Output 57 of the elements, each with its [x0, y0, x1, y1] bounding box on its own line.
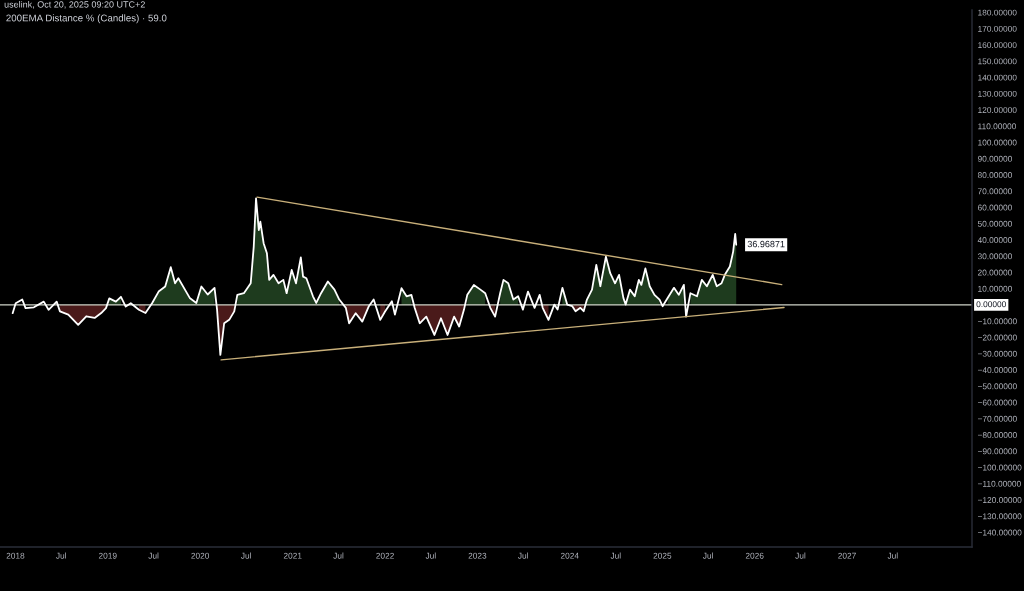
- y-tick-label: 100.00000: [978, 139, 1017, 146]
- y-tick-label: 120.00000: [978, 107, 1017, 114]
- y-tick-label: 140.00000: [978, 74, 1017, 81]
- x-tick-label: 2020: [191, 552, 210, 559]
- annotation: 36.96871: [747, 240, 785, 248]
- y-tick-label: 70.00000: [977, 188, 1012, 195]
- y-tick-label: −140.00000: [977, 529, 1022, 536]
- y-tick-label: −40.00000: [977, 367, 1017, 373]
- x-tick-label: Jul: [148, 552, 159, 559]
- x-tick-label: Jul: [702, 552, 713, 559]
- x-tick-label: Jul: [610, 552, 621, 559]
- line-series: [11, 197, 738, 356]
- y-tick-label: 20.00000: [977, 269, 1012, 276]
- y-tick-label: −30.00000: [977, 350, 1017, 357]
- y-tick-label: 50.00000: [977, 220, 1012, 227]
- x-tick-label: 2027: [838, 552, 856, 559]
- ref-line-label: 0.00000: [976, 301, 1006, 308]
- y-tick-label: 10.00000: [978, 285, 1012, 292]
- y-tick-label: 130.00000: [978, 90, 1017, 97]
- y-tick-label: −110.00000: [977, 480, 1021, 487]
- y-tick-label: −20.00000: [977, 334, 1017, 341]
- x-tick-label: Jul: [887, 552, 898, 559]
- x-tick-label: 2019: [98, 552, 117, 559]
- y-tick-label: −10.00000: [977, 318, 1017, 325]
- y-tick-label: 180.00000: [978, 9, 1017, 16]
- x-tick-label: Jul: [517, 552, 528, 559]
- y-tick-label: 60.00000: [977, 204, 1012, 211]
- y-tick-label: 40.00000: [977, 237, 1012, 244]
- y-tick-label: −50.00000: [977, 383, 1017, 390]
- y-tick-label: 80.00000: [977, 172, 1012, 179]
- y-tick-label: 170.00000: [978, 25, 1017, 32]
- x-tick-label: Jul: [425, 552, 436, 559]
- y-tick-label: 110.00000: [978, 123, 1017, 130]
- y-tick-label: −70.00000: [977, 415, 1017, 422]
- x-tick-label: Jul: [56, 552, 66, 559]
- x-tick-label: 2021: [283, 552, 302, 559]
- y-tick-label: 90.00000: [977, 155, 1012, 162]
- chart-title: 200EMA Distance % (Candles) · 59.0: [6, 14, 167, 24]
- y-tick-label: 160.00000: [978, 42, 1017, 49]
- y-tick-label: 30.00000: [977, 253, 1012, 260]
- y-tick-label: −60.00000: [977, 399, 1017, 406]
- x-tick-label: 2024: [560, 552, 579, 559]
- y-tick-label: 150.00000: [978, 58, 1017, 65]
- y-tick-label: −130.00000: [977, 513, 1022, 520]
- y-tick-label: −80.00000: [977, 432, 1017, 438]
- x-tick-label: Jul: [333, 552, 344, 559]
- x-tick-label: 2023: [468, 552, 487, 559]
- x-tick-label: Jul: [240, 552, 251, 559]
- y-tick-label: −90.00000: [977, 448, 1017, 455]
- x-tick-label: 2018: [6, 552, 25, 559]
- y-tick-label: −100.00000: [977, 464, 1022, 471]
- x-tick-label: 2022: [376, 552, 394, 559]
- x-tick-label: Jul: [795, 552, 806, 559]
- x-tick-label: 2026: [745, 552, 764, 559]
- chart-subtitle: uselink, Oct 20, 2025 09:20 UTC+2: [4, 1, 145, 9]
- x-tick-label: 2025: [653, 552, 672, 559]
- y-tick-label: −120.00000: [977, 497, 1022, 503]
